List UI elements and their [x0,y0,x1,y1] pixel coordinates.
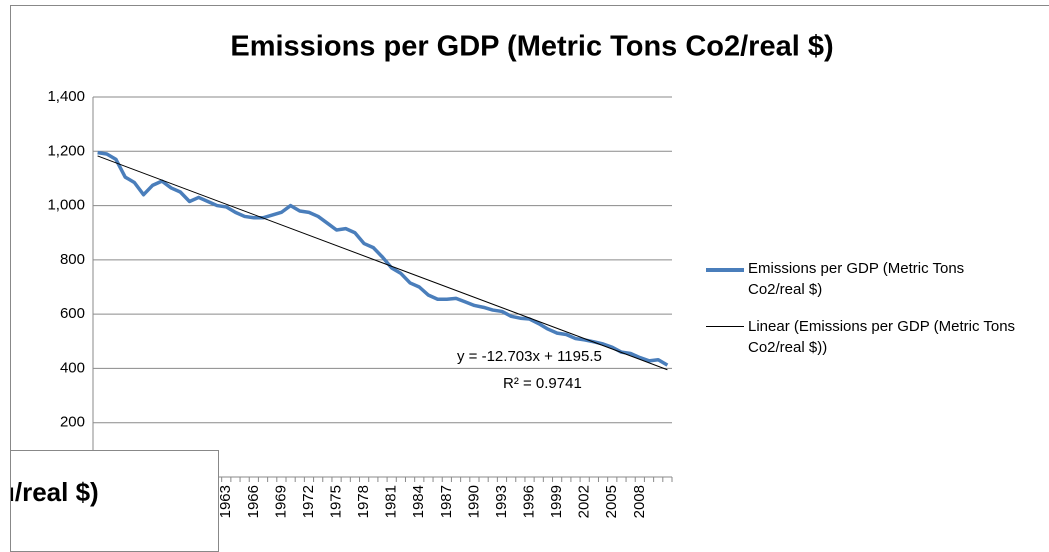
y-tick-label: 1,000 [47,197,85,214]
legend-label: Linear (Emissions per GDP (Metric Tons C… [748,318,1015,356]
x-tick-label: 1984 [410,485,427,518]
x-tick-label: 2002 [576,485,593,518]
x-tick-label: 1963 [217,485,234,518]
x-tick-label: 1972 [300,485,317,518]
y-tick-label: 400 [60,359,85,376]
overlay-title: u/real $) [10,477,99,508]
x-tick-label: 1993 [493,485,510,518]
legend-entry: Linear (Emissions per GDP (Metric Tons C… [748,316,1018,358]
x-tick-label: 2008 [631,485,648,518]
chart-title: Emissions per GDP (Metric Tons Co2/real … [230,31,833,63]
y-tick-label: 200 [60,414,85,431]
y-tick-label: 1,200 [47,142,85,159]
y-tick-label: 600 [60,305,85,322]
y-tick-label: 1,400 [47,88,85,105]
x-tick-label: 1990 [465,485,482,518]
x-tick-label: 2005 [603,485,620,518]
x-tick-label: 1987 [438,485,455,518]
x-tick-label: 1981 [383,485,400,518]
x-tick-label: 1999 [548,485,565,518]
x-tick-label: 1975 [328,485,345,518]
trend-equation: y = -12.703x + 1195.5 [457,348,602,365]
x-tick-label: 1996 [521,485,538,518]
y-tick-label: 800 [60,251,85,268]
x-tick-label: 1978 [355,485,372,518]
trend-r-squared: R² = 0.9741 [503,375,582,392]
x-tick-label: 1969 [272,485,289,518]
x-tick-label: 1966 [245,485,262,518]
legend-entry: Emissions per GDP (Metric Tons Co2/real … [748,258,1018,300]
legend-swatch [706,268,744,272]
overlay-window: u/real $) [10,450,219,552]
legend-swatch [706,326,744,327]
legend-label: Emissions per GDP (Metric Tons Co2/real … [748,260,964,298]
